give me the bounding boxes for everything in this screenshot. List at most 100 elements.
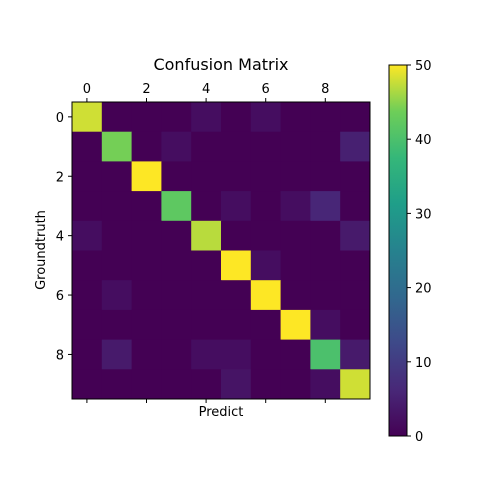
- heatmap-cell: [250, 220, 282, 251]
- heatmap-cell: [191, 250, 222, 281]
- heatmap-cell: [310, 339, 341, 370]
- heatmap-cell: [101, 161, 133, 192]
- heatmap-cell: [161, 309, 192, 341]
- heatmap-cell: [280, 161, 311, 192]
- heatmap-cell: [340, 102, 371, 133]
- colorbar-tick-label: 30: [415, 207, 432, 222]
- heatmap-cell: [340, 131, 371, 162]
- heatmap-cell: [191, 191, 222, 222]
- heatmap-cell: [101, 369, 133, 400]
- heatmap-cell: [191, 131, 222, 162]
- colorbar-tick-label: 0: [415, 430, 423, 445]
- heatmap-cell: [280, 131, 311, 162]
- colorbar: [388, 64, 408, 437]
- heatmap-cell: [161, 131, 192, 162]
- heatmap-cell: [250, 250, 282, 281]
- heatmap-cell: [161, 280, 192, 311]
- heatmap-cell: [72, 250, 103, 281]
- heatmap-cell: [101, 131, 133, 162]
- heatmap-cell: [310, 102, 341, 133]
- heatmap-cell: [310, 220, 341, 251]
- heatmap-cell: [250, 339, 282, 370]
- heatmap-cell: [280, 220, 311, 251]
- x-ticks-bottom: [86, 399, 326, 403]
- heatmap-cell: [310, 131, 341, 162]
- heatmap-cell: [340, 309, 371, 341]
- x-axis-label: Predict: [199, 405, 244, 420]
- y-tick-label: 8: [56, 348, 64, 363]
- heatmap-cell: [191, 161, 222, 192]
- heatmap-cell: [310, 280, 341, 311]
- heatmap-cell: [221, 369, 252, 400]
- plot-frame: [71, 101, 371, 400]
- y-tick-label: 4: [56, 230, 64, 245]
- heatmap-cell: [250, 309, 282, 341]
- colorbar-tick-label: 40: [415, 133, 432, 148]
- heatmap-cell: [310, 191, 341, 222]
- heatmap-cell: [131, 369, 162, 400]
- heatmap-cell: [161, 339, 192, 370]
- heatmap-cell: [191, 280, 222, 311]
- heatmap-cell: [131, 161, 162, 192]
- heatmap-cell: [72, 102, 103, 133]
- heatmap-cell: [72, 191, 103, 222]
- heatmap-cell: [221, 191, 252, 222]
- heatmap-cell: [161, 250, 192, 281]
- colorbar-tick-label: 50: [415, 59, 432, 74]
- heatmap-cell: [280, 102, 311, 133]
- heatmap-cell: [161, 102, 192, 133]
- heatmap-cell: [101, 250, 133, 281]
- heatmap-cell: [131, 102, 162, 133]
- heatmap-cell: [280, 339, 311, 370]
- heatmap-cell: [280, 250, 311, 281]
- x-ticks-top: 0 2 4 6 8: [83, 82, 329, 102]
- heatmap-cell: [131, 280, 162, 311]
- heatmap-cell: [161, 191, 192, 222]
- x-tick-label: 6: [262, 82, 270, 97]
- heatmap-cell: [340, 191, 371, 222]
- heatmap-cell: [131, 191, 162, 222]
- x-tick-label: 2: [142, 82, 150, 97]
- heatmap-cell: [131, 339, 162, 370]
- heatmap-cell: [131, 131, 162, 162]
- heatmap-cell: [250, 369, 282, 400]
- heatmap-cell: [131, 250, 162, 281]
- heatmap-cell: [161, 161, 192, 192]
- heatmap-cell: [280, 309, 311, 341]
- heatmap-cell: [72, 339, 103, 370]
- heatmap-cell: [310, 309, 341, 341]
- heatmap-cell: [250, 280, 282, 311]
- heatmap-cell: [340, 369, 371, 400]
- heatmap-cell: [161, 369, 192, 400]
- heatmap-cell: [221, 161, 252, 192]
- heatmap-cell: [101, 191, 133, 222]
- heatmap-cell: [191, 220, 222, 251]
- y-axis-label: Groundtruth: [34, 210, 49, 290]
- heatmap-cell: [221, 131, 252, 162]
- y-tick-label: 6: [56, 289, 64, 304]
- heatmap-cell: [250, 102, 282, 133]
- heatmap-cell: [131, 220, 162, 251]
- heatmap-cell: [72, 161, 103, 192]
- y-tick-label: 0: [56, 111, 64, 126]
- heatmap-cell: [280, 369, 311, 400]
- heatmap-cell: [191, 369, 222, 400]
- chart-title: Confusion Matrix: [153, 55, 288, 74]
- y-ticks: 0 2 4 6 8: [56, 111, 72, 363]
- heatmap-cell: [221, 102, 252, 133]
- heatmap-cell: [72, 280, 103, 311]
- heatmap-cell: [72, 131, 103, 162]
- heatmap-cell: [101, 220, 133, 251]
- x-tick-label: 8: [321, 82, 329, 97]
- heatmap-cell: [340, 339, 371, 370]
- heatmap-cell: [191, 102, 222, 133]
- x-tick-label: 4: [202, 82, 210, 97]
- heatmap-cell: [161, 220, 192, 251]
- colorbar-ticks: 0 10 20 30 40 50: [407, 59, 432, 445]
- heatmap-cell: [101, 102, 133, 133]
- heatmap-cell: [280, 191, 311, 222]
- heatmap-cell: [310, 250, 341, 281]
- heatmap-cell: [191, 339, 222, 370]
- heatmap-cell: [340, 161, 371, 192]
- heatmap-cell: [101, 339, 133, 370]
